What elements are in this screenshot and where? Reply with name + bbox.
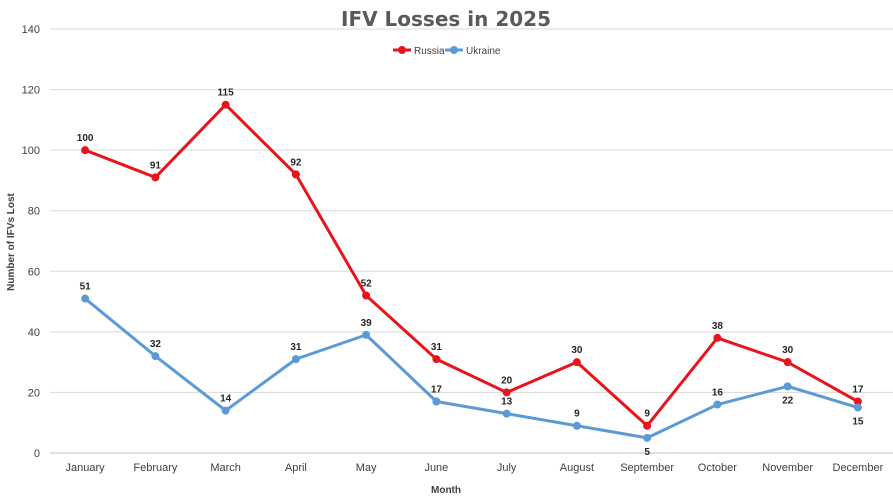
data-point-ukraine — [81, 294, 90, 303]
series-line-ukraine — [83, 297, 860, 440]
y-axis-ticks: 0 20 40 60 80 100 120 140 — [22, 24, 40, 460]
data-label-russia: 20 — [501, 375, 513, 386]
data-label-ukraine: 13 — [501, 397, 513, 408]
x-tick-label: September — [620, 462, 674, 474]
series-points — [81, 100, 862, 442]
data-label-russia: 100 — [77, 133, 94, 144]
data-point-russia — [853, 397, 862, 406]
series-lines — [83, 103, 860, 440]
y-tick-label: 60 — [28, 266, 40, 278]
data-label-russia: 91 — [150, 160, 162, 171]
data-label-ukraine: 5 — [644, 447, 650, 458]
data-label-ukraine: 9 — [574, 409, 580, 420]
legend-item-ukraine: Ukraine — [445, 46, 501, 57]
y-tick-label: 40 — [28, 327, 40, 339]
data-point-ukraine — [783, 382, 792, 391]
data-label-ukraine: 17 — [431, 385, 443, 396]
x-tick-label: October — [698, 462, 737, 474]
legend-item-russia: Russia — [393, 46, 445, 57]
x-tick-label: March — [210, 462, 241, 474]
data-point-russia — [643, 421, 652, 430]
data-label-russia: 115 — [218, 88, 235, 99]
data-point-russia — [432, 355, 441, 364]
y-tick-label: 100 — [22, 145, 40, 157]
data-label-ukraine: 15 — [852, 417, 864, 428]
gridlines — [50, 28, 893, 454]
data-point-russia — [783, 358, 792, 367]
y-tick-label: 20 — [28, 387, 40, 399]
data-point-ukraine — [853, 403, 862, 412]
data-label-russia: 30 — [782, 345, 794, 356]
x-tick-label: June — [424, 462, 448, 474]
data-label-russia: 38 — [712, 321, 724, 332]
data-point-ukraine — [502, 409, 511, 418]
x-tick-label: August — [560, 462, 594, 474]
data-label-russia: 17 — [852, 385, 864, 396]
y-axis-title: Number of IFVs Lost — [6, 192, 17, 290]
data-point-russia — [151, 173, 160, 182]
data-point-ukraine — [362, 330, 371, 339]
y-tick-label: 140 — [22, 24, 40, 36]
data-point-ukraine — [713, 400, 722, 409]
data-label-russia: 9 — [644, 409, 650, 420]
legend: Russia Ukraine — [393, 46, 501, 57]
x-tick-label: December — [833, 462, 884, 474]
x-tick-label: April — [285, 462, 307, 474]
data-label-russia: 31 — [431, 342, 443, 353]
chart-title: IFV Losses in 2025 — [341, 7, 551, 31]
data-point-russia — [81, 146, 90, 155]
data-label-russia: 30 — [571, 345, 583, 356]
data-point-russia — [362, 291, 371, 300]
data-label-ukraine: 31 — [290, 342, 302, 353]
y-tick-label: 120 — [22, 85, 40, 97]
data-point-russia — [502, 388, 511, 397]
x-tick-label: July — [497, 462, 517, 474]
data-point-russia — [572, 358, 581, 367]
data-point-ukraine — [291, 355, 300, 364]
legend-label: Russia — [414, 46, 445, 57]
x-axis-ticks: January February March April May June July Augu… — [66, 462, 884, 474]
data-label-russia: 52 — [361, 279, 373, 290]
data-label-ukraine: 16 — [712, 388, 724, 399]
data-label-ukraine: 14 — [220, 394, 232, 405]
data-label-russia: 92 — [290, 157, 302, 168]
data-labels: 100 91 115 92 52 31 20 30 9 38 30 17 51 32 14 31 39 17 13 9… — [77, 88, 864, 458]
legend-swatch-marker — [450, 46, 458, 54]
x-axis-title: Month — [431, 485, 461, 496]
data-point-russia — [713, 333, 722, 342]
data-label-ukraine: 22 — [782, 395, 794, 406]
data-point-ukraine — [221, 406, 230, 415]
legend-label: Ukraine — [466, 46, 501, 57]
data-label-ukraine: 39 — [361, 318, 373, 329]
x-tick-label: January — [66, 462, 106, 474]
data-label-ukraine: 32 — [150, 339, 162, 350]
data-point-ukraine — [151, 352, 160, 361]
legend-swatch-marker — [398, 46, 406, 54]
data-label-ukraine: 51 — [80, 282, 92, 293]
series-line-russia — [83, 103, 860, 428]
data-point-russia — [291, 170, 300, 179]
y-tick-label: 80 — [28, 206, 40, 218]
x-tick-label: February — [133, 462, 178, 474]
x-tick-label: November — [762, 462, 813, 474]
data-point-ukraine — [643, 433, 652, 442]
x-tick-label: May — [356, 462, 377, 474]
data-point-russia — [221, 100, 230, 109]
data-point-ukraine — [432, 397, 441, 406]
data-point-ukraine — [572, 421, 581, 430]
y-tick-label: 0 — [34, 448, 40, 460]
